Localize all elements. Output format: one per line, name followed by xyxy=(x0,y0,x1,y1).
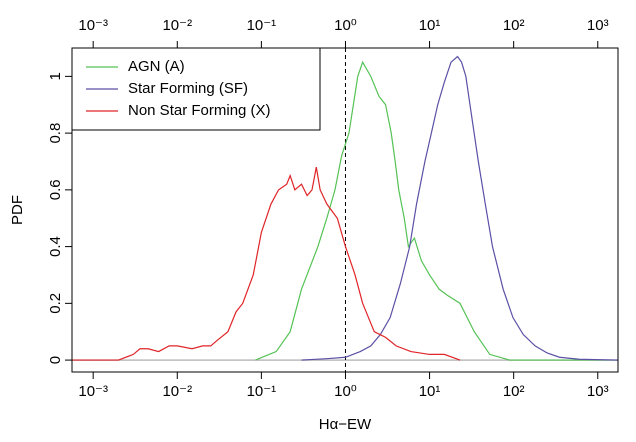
y-axis-label: PDF xyxy=(9,195,26,225)
y-tick-label: 0.4 xyxy=(47,236,64,257)
x-top-tick-label: 10⁻³ xyxy=(78,17,108,34)
series-line xyxy=(72,167,461,361)
x-axis-label: Hα−EW xyxy=(319,416,372,433)
series-line xyxy=(255,60,618,361)
legend-label: AGN (A) xyxy=(128,58,185,75)
y-tick-label: 1 xyxy=(47,72,64,80)
legend-label: Star Forming (SF) xyxy=(128,80,248,97)
y-tick-label: 0 xyxy=(47,356,64,364)
x-tick-label: 10⁰ xyxy=(334,383,357,400)
y-tick-label: 0.8 xyxy=(47,123,64,144)
y-tick-label: 0.2 xyxy=(47,293,64,314)
x-top-tick-label: 10² xyxy=(503,17,525,34)
x-tick-label: 10¹ xyxy=(419,383,441,400)
plot-frame xyxy=(71,47,619,373)
x-tick-label: 10⁻³ xyxy=(78,383,108,400)
x-top-tick-label: 10⁻² xyxy=(162,17,192,34)
x-top-tick-label: 10⁻¹ xyxy=(247,17,277,34)
y-tick-label: 0.6 xyxy=(47,179,64,200)
x-tick-label: 10² xyxy=(503,383,525,400)
legend-label: Non Star Forming (X) xyxy=(128,102,271,119)
x-tick-label: 10⁻² xyxy=(162,383,192,400)
x-top-tick-label: 10³ xyxy=(587,17,609,34)
x-top-tick-label: 10¹ xyxy=(419,17,441,34)
series-line xyxy=(301,55,619,361)
x-tick-label: 10³ xyxy=(587,383,609,400)
x-tick-label: 10⁻¹ xyxy=(247,383,277,400)
x-top-tick-label: 10⁰ xyxy=(334,17,357,34)
